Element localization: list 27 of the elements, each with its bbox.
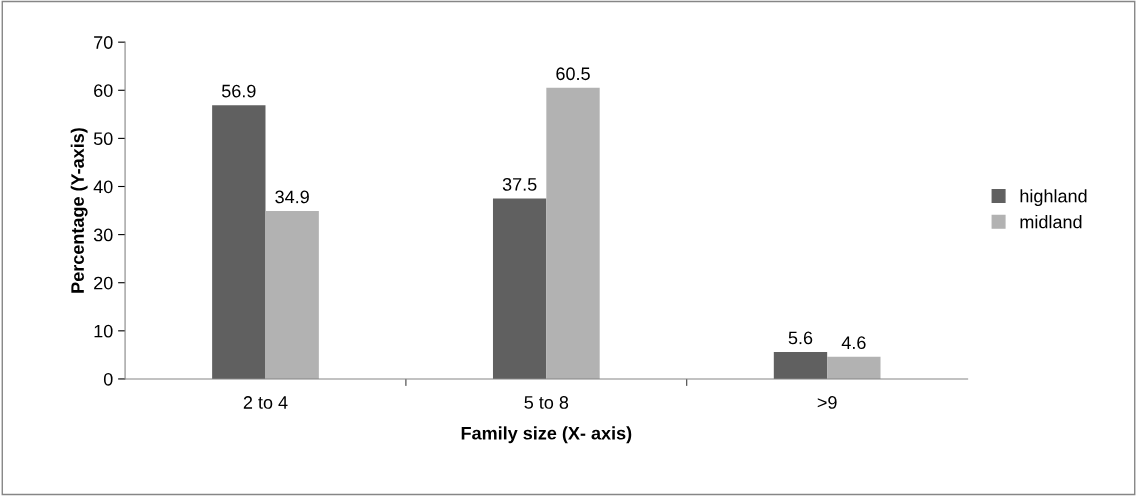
y-tick-label: 60 (94, 84, 113, 97)
data-label: 37.5 (502, 178, 537, 191)
y-tick-label: 10 (94, 324, 113, 338)
bar (546, 87, 600, 379)
data-label: 4.6 (841, 336, 866, 350)
y-tick-label: 20 (94, 276, 113, 290)
y-tick-label: 0 (103, 372, 113, 386)
y-axis-title: Percentage (Y-axis) (70, 128, 88, 293)
bar (265, 211, 319, 379)
y-tick-label: 70 (94, 36, 113, 49)
x-tick-label: 2 to 4 (243, 396, 288, 409)
bar (827, 356, 881, 379)
data-label: 5.6 (788, 331, 813, 345)
x-axis-title: Family size (X- axis) (461, 426, 632, 444)
bar (773, 352, 828, 379)
y-tick-label: 30 (93, 228, 113, 242)
legend-label: highland (1020, 189, 1087, 207)
bar (492, 198, 547, 379)
bar (212, 105, 266, 379)
legend-label: midland (1020, 215, 1082, 229)
x-tick-label: 5 to 8 (524, 396, 569, 409)
data-label: 56.9 (221, 84, 256, 98)
data-label: 34.9 (275, 190, 309, 204)
y-tick-label: 50 (93, 132, 113, 146)
y-tick-label: 40 (93, 180, 113, 194)
data-label: 60.5 (556, 67, 590, 81)
x-tick-label: >9 (817, 396, 837, 409)
